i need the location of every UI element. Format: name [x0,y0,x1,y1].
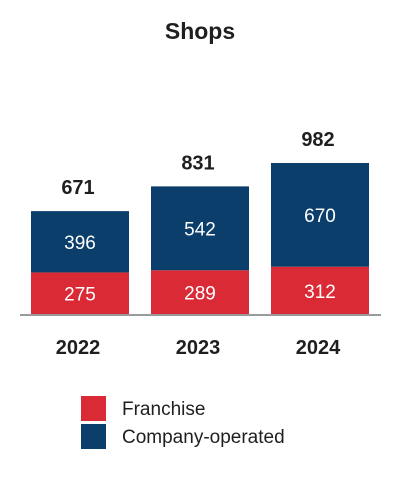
bar-company-operated-2022 [31,211,129,273]
data-label-company-operated-2024: 670 [304,206,336,227]
data-label-franchise-2022: 275 [64,285,96,306]
legend: Franchise Company-operated [81,396,285,449]
x-tick-label-2024: 2024 [296,337,341,359]
total-label-2022: 671 [61,177,94,199]
legend-label-company-operated: Company-operated [122,427,285,448]
data-label-franchise-2024: 312 [304,282,336,303]
legend-swatch-franchise [81,396,106,421]
bar-franchise-2024 [271,266,369,315]
x-tick-label-2022: 2022 [56,337,101,359]
x-tick-label-2023: 2023 [176,337,221,359]
data-label-franchise-2023: 289 [184,284,216,305]
total-label-2024: 982 [301,129,334,151]
data-label-company-operated-2022: 396 [64,233,96,254]
bar-company-operated-2024 [271,163,369,267]
legend-swatch-company-operated [81,424,106,449]
bars-group: 275 396 671 289 542 831 312 670 982 [31,129,369,315]
bar-franchise-2023 [151,270,249,315]
total-label-2023: 831 [181,152,214,174]
chart-title: Shops [165,18,235,44]
bar-company-operated-2023 [151,186,249,271]
data-label-company-operated-2023: 542 [184,219,216,240]
x-tick-labels: 2022 2023 2024 [56,337,341,359]
legend-label-franchise: Franchise [122,399,205,420]
bar-franchise-2022 [31,272,129,315]
